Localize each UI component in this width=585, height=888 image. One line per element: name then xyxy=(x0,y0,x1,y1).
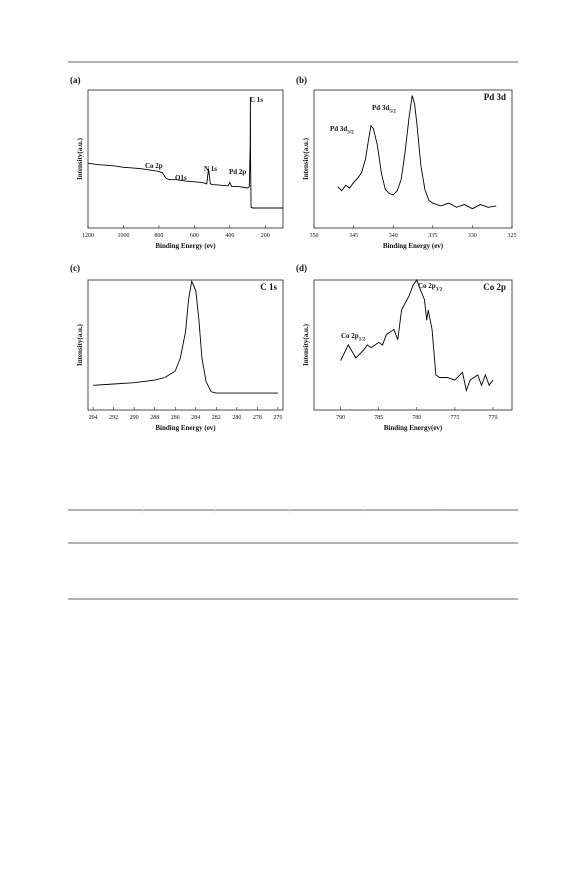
annotation-text: Pd 3d xyxy=(372,104,389,112)
peak-annotation: N 1s xyxy=(204,165,217,173)
x-tick-label: 292 xyxy=(109,415,118,421)
peak-annotation: Pd 3d3/2 xyxy=(330,125,354,136)
annotation-text: Pd 2p xyxy=(229,168,246,176)
x-tick-label: 340 xyxy=(389,233,398,239)
annotation-text: O1s xyxy=(175,174,187,182)
x-tick-label: 400 xyxy=(225,233,234,239)
x-tick-label: 600 xyxy=(190,233,199,239)
x-tick-label: 286 xyxy=(171,415,180,421)
x-tick-label: 345 xyxy=(349,233,358,239)
x-tick-label: 1200 xyxy=(82,233,94,239)
annotation-text: C 1s xyxy=(250,96,263,104)
peak-annotation: Pd 2p xyxy=(229,168,246,176)
x-tick-label: 790 xyxy=(336,415,345,421)
spectrum-line xyxy=(340,279,494,393)
y-axis-label: Intensity(a.u.) xyxy=(76,323,84,366)
panel-title: Pd 3d xyxy=(484,92,506,102)
peak-annotation: C 1s xyxy=(250,96,263,104)
x-axis-label: Binding Energy (ev) xyxy=(383,242,444,250)
x-tick-label: 350 xyxy=(310,233,319,239)
peak-annotation: Co 2p3/2 xyxy=(418,282,443,293)
x-tick-label: 800 xyxy=(154,233,163,239)
annotation-text: Co 2p xyxy=(418,282,436,290)
x-tick-label: 770 xyxy=(488,415,497,421)
panel-label: (a) xyxy=(70,75,81,85)
panel-label: (d) xyxy=(296,263,307,273)
x-tick-label: 284 xyxy=(191,415,200,421)
x-tick-label: 280 xyxy=(232,415,241,421)
panel-label: (c) xyxy=(70,263,80,273)
plot-frame xyxy=(313,279,513,411)
x-tick-label: 200 xyxy=(261,233,270,239)
x-axis-label: Binding Energy (ev) xyxy=(155,424,216,432)
x-tick-label: 780 xyxy=(412,415,421,421)
x-tick-label: 330 xyxy=(468,233,477,239)
peak-annotation: Co 2p xyxy=(145,162,163,170)
annotation-subscript: 5/2 xyxy=(389,110,396,115)
annotation-text: Co 2p xyxy=(145,162,163,170)
x-axis-label: Binding Energy (ev) xyxy=(155,242,216,250)
annotation-text: N 1s xyxy=(204,165,217,173)
x-tick-label: 282 xyxy=(212,415,221,421)
plot-frame xyxy=(87,89,284,229)
x-tick-label: 325 xyxy=(508,233,517,239)
spectrum-line xyxy=(93,279,278,394)
x-tick-label: 1000 xyxy=(117,233,129,239)
plot-frame xyxy=(87,279,284,411)
peak-annotation: O1s xyxy=(175,174,187,182)
x-tick-label: 276 xyxy=(273,415,282,421)
annotation-subscript: 1/2 xyxy=(359,338,366,343)
annotation-subscript: 3/2 xyxy=(347,131,354,136)
peak-annotation: Co 2p1/2 xyxy=(341,332,366,343)
x-tick-label: 278 xyxy=(253,415,262,421)
peak-annotation: Pd 3d5/2 xyxy=(372,104,396,115)
spectrum-line xyxy=(87,96,283,209)
x-axis-label: Binding Energy(ev) xyxy=(384,424,443,432)
annotation-text: Pd 3d xyxy=(330,125,347,133)
spectrum-line xyxy=(337,95,497,210)
x-tick-label: 785 xyxy=(374,415,383,421)
table-separators xyxy=(142,506,441,514)
x-tick-label: 335 xyxy=(428,233,437,239)
panel-title: C 1s xyxy=(260,282,277,292)
x-tick-label: 290 xyxy=(130,415,139,421)
x-tick-label: 288 xyxy=(150,415,159,421)
y-axis-label: Intensity(a.u.) xyxy=(302,323,310,366)
y-axis-label: Intensity(a.u.) xyxy=(76,137,84,180)
plot-frame xyxy=(313,89,513,229)
panel-title: Co 2p xyxy=(483,282,506,292)
y-axis-label: Intensity(a.u.) xyxy=(302,137,310,180)
panel-label: (b) xyxy=(296,75,307,85)
annotation-subscript: 3/2 xyxy=(436,288,443,293)
annotation-text: Co 2p xyxy=(341,332,359,340)
x-tick-label: 775 xyxy=(450,415,459,421)
x-tick-label: 294 xyxy=(89,415,98,421)
